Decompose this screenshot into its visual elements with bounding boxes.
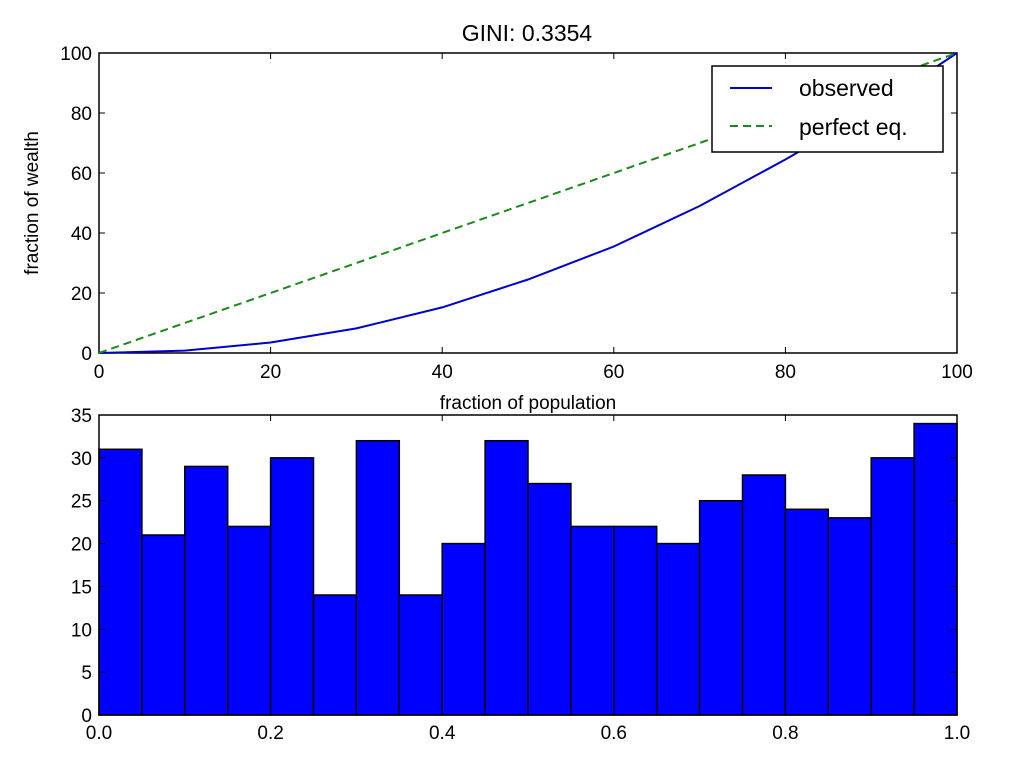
legend-box xyxy=(711,65,944,153)
histogram-bar xyxy=(870,457,915,716)
histogram-bar xyxy=(527,482,572,716)
histogram-bar xyxy=(913,422,958,716)
histogram-bar xyxy=(141,534,186,716)
legend: observed perfect eq. xyxy=(711,65,944,153)
top-y-tick-label: 0 xyxy=(81,344,92,365)
bottom-y-tick-label: 30 xyxy=(71,449,92,470)
bottom-x-tick-label: 0.6 xyxy=(601,723,627,744)
y-axis-label: fraction of wealth xyxy=(22,131,43,275)
top-y-tick-label: 20 xyxy=(71,284,92,305)
histogram-bar xyxy=(398,594,443,716)
histogram-chart: 0.0 0.2 0.4 0.6 0.8 1.0 0 5 10 15 20 25 30 35 xyxy=(71,406,970,744)
top-x-tick-label: 0 xyxy=(94,362,105,383)
bottom-x-tick-label: 1.0 xyxy=(944,723,970,744)
histogram-bar xyxy=(441,542,486,716)
bottom-x-tick-label: 0.4 xyxy=(429,723,456,744)
histogram-bars xyxy=(98,422,958,716)
histogram-bar xyxy=(184,465,229,716)
legend-label-perfect-eq: perfect eq. xyxy=(799,114,908,140)
top-x-ticks: 0 20 40 60 80 100 xyxy=(94,53,973,383)
bottom-y-tick-label: 0 xyxy=(81,706,92,727)
histogram-bar xyxy=(484,439,529,716)
histogram-bar xyxy=(570,525,615,716)
top-y-tick-label: 100 xyxy=(60,44,92,65)
top-y-tick-label: 80 xyxy=(71,104,92,125)
bottom-y-tick-label: 25 xyxy=(71,492,92,513)
bottom-x-ticks: 0.0 0.2 0.4 0.6 0.8 1.0 xyxy=(86,415,970,744)
top-y-tick-label: 60 xyxy=(71,164,92,185)
histogram-bar xyxy=(312,594,358,716)
bottom-plot-frame xyxy=(98,414,958,716)
bottom-x-tick-label: 0.0 xyxy=(86,723,112,744)
histogram-bar xyxy=(226,525,272,716)
lorenz-chart: GINI: 0.3354 0 20 40 60 80 100 0 20 40 60 80 100 f… xyxy=(22,20,973,414)
legend-label-observed: observed xyxy=(799,75,894,101)
histogram-bar xyxy=(698,499,744,716)
top-x-tick-label: 100 xyxy=(941,362,973,383)
top-x-tick-label: 80 xyxy=(775,362,796,383)
top-plot-frame xyxy=(98,52,958,354)
histogram-bar xyxy=(827,517,872,716)
top-x-tick-label: 20 xyxy=(260,362,281,383)
histogram-bar xyxy=(269,457,315,716)
bottom-y-tick-label: 15 xyxy=(71,577,92,598)
x-axis-label: fraction of population xyxy=(440,393,616,414)
bottom-x-tick-label: 0.2 xyxy=(257,723,283,744)
bottom-x-tick-label: 0.8 xyxy=(772,723,798,744)
bottom-y-tick-label: 35 xyxy=(71,406,92,427)
bottom-y-tick-label: 20 xyxy=(71,535,92,556)
histogram-bar xyxy=(613,525,658,716)
histogram-bar xyxy=(655,542,701,716)
histogram-bar xyxy=(98,448,143,716)
histogram-bar xyxy=(741,474,787,716)
bottom-y-tick-label: 10 xyxy=(71,620,92,641)
chart-title: GINI: 0.3354 xyxy=(462,20,593,46)
top-y-tick-label: 40 xyxy=(71,224,92,245)
top-x-tick-label: 60 xyxy=(603,362,624,383)
histogram-bar xyxy=(355,439,401,716)
bottom-y-tick-label: 5 xyxy=(81,663,92,684)
histogram-bar xyxy=(784,508,830,716)
top-x-tick-label: 40 xyxy=(432,362,453,383)
bottom-y-ticks: 0 5 10 15 20 25 30 35 xyxy=(71,406,957,727)
